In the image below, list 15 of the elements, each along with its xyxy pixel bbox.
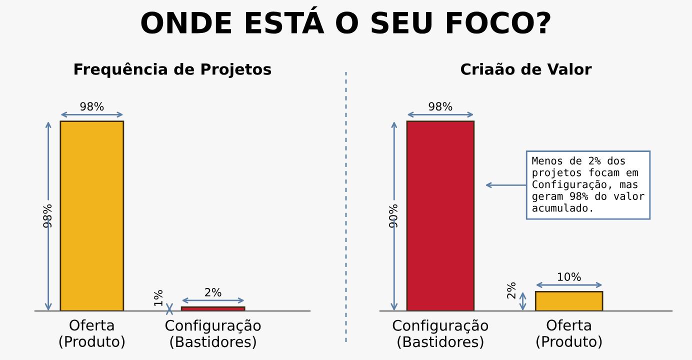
x-tick-label: Oferta (Produto)	[536, 319, 602, 349]
x-tick-label: Oferta (Produto)	[59, 319, 125, 349]
annotation: Menos de 2% dos projetos focam em Configuração, mas geram 98% do valor acumulado.	[532, 156, 644, 212]
annotation: 1%	[154, 290, 162, 306]
chart-subtitle: Frequência de Projetos	[74, 62, 272, 78]
data-label: 10%	[558, 272, 581, 281]
data-label: 2%	[205, 288, 222, 296]
data-label: 98%	[80, 102, 104, 111]
x-tick-label: Configuração (Bastidores)	[392, 319, 488, 349]
data-label: 98%	[428, 102, 452, 111]
annotation: 98%	[43, 204, 52, 228]
x-tick-label: Configuração (Bastidores)	[165, 319, 261, 349]
chart-title: ONDE ESTÁ O SEU FOCO?	[141, 6, 550, 34]
annotation: 2%	[507, 282, 516, 299]
chart-subtitle: Criaão de Valor	[460, 62, 592, 75]
